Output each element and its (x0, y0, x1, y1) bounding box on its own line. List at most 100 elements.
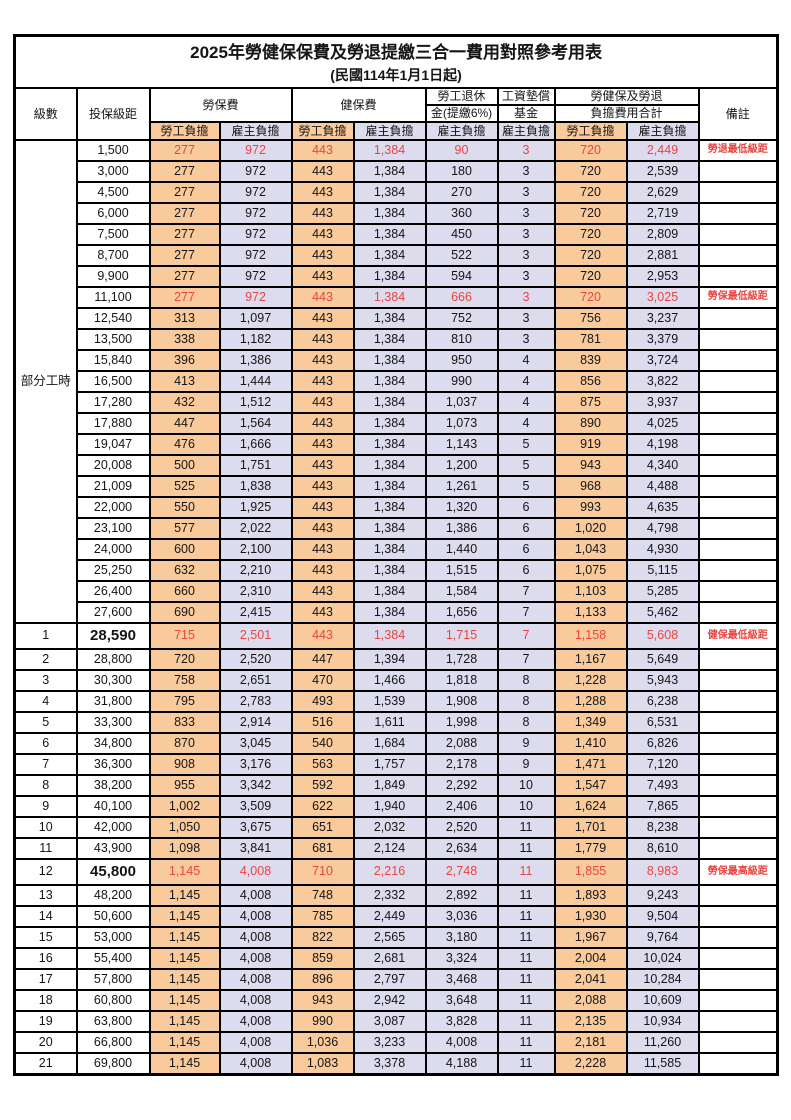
subheader-total-employer: 雇主負擔 (625, 121, 700, 141)
health-employer-cell: 1,384 (352, 265, 427, 288)
health-employer-cell: 2,332 (352, 884, 427, 907)
total-self-cell: 875 (553, 391, 628, 414)
salary-cell: 42,000 (75, 816, 151, 839)
labor-employer-cell: 3,176 (218, 753, 293, 776)
labor-self-cell: 277 (148, 181, 221, 204)
remark-cell (697, 412, 779, 435)
health-self-cell: 443 (290, 538, 355, 561)
health-employer-cell: 1,384 (352, 349, 427, 372)
level-cell: 16 (13, 947, 78, 970)
total-employer-cell: 4,488 (625, 475, 700, 498)
pension-employer-cell: 2,178 (424, 753, 499, 776)
remark-cell (697, 690, 779, 713)
labor-self-cell: 908 (148, 753, 221, 776)
table-row: 5 33,300 833 2,914 516 1,611 1,998 8 1,349 6,531 (13, 711, 779, 734)
labor-self-cell: 277 (148, 223, 221, 246)
salary-cell: 15,840 (75, 349, 151, 372)
pension-employer-cell: 522 (424, 244, 499, 267)
pension-employer-cell: 1,998 (424, 711, 499, 734)
wage-fund-employer-cell: 11 (496, 989, 556, 1012)
labor-employer-cell: 4,008 (218, 884, 293, 907)
table-row: 4,500 277 972 443 1,384 270 3 720 2,629 (15, 181, 779, 204)
salary-cell: 33,300 (75, 711, 151, 734)
pension-employer-cell: 1,728 (424, 648, 499, 671)
labor-employer-cell: 2,100 (218, 538, 293, 561)
level-cell: 8 (13, 774, 78, 797)
remark-cell (697, 559, 779, 582)
total-employer-cell: 9,764 (625, 926, 700, 949)
col-header-wage-fund-line1: 工資墊償 (496, 87, 556, 106)
table-row: 24,000 600 2,100 443 1,384 1,440 6 1,043 4,930 (15, 538, 779, 561)
total-self-cell: 1,410 (553, 732, 628, 755)
remark-cell (697, 1052, 779, 1076)
remark-cell (697, 884, 779, 907)
total-self-cell: 1,779 (553, 837, 628, 860)
labor-self-cell: 1,145 (148, 1010, 221, 1033)
level-cell: 7 (13, 753, 78, 776)
labor-self-cell: 833 (148, 711, 221, 734)
total-self-cell: 720 (553, 244, 628, 267)
total-self-cell: 2,181 (553, 1031, 628, 1054)
total-employer-cell: 2,809 (625, 223, 700, 246)
table-row: 21 69,800 1,145 4,008 1,083 3,378 4,188 11 2,228… (13, 1052, 779, 1076)
table-row: 12,540 313 1,097 443 1,384 752 3 756 3,237 (15, 307, 779, 330)
wage-fund-employer-cell: 11 (496, 926, 556, 949)
health-employer-cell: 3,087 (352, 1010, 427, 1033)
health-employer-cell: 1,384 (352, 622, 427, 650)
labor-employer-cell: 1,386 (218, 349, 293, 372)
pension-employer-cell: 3,180 (424, 926, 499, 949)
remark-cell (697, 244, 779, 267)
remark-cell (697, 795, 779, 818)
labor-self-cell: 277 (148, 160, 221, 183)
wage-fund-employer-cell: 4 (496, 349, 556, 372)
total-self-cell: 1,043 (553, 538, 628, 561)
remark-cell (697, 989, 779, 1012)
wage-fund-employer-cell: 3 (496, 202, 556, 225)
wage-fund-employer-cell: 7 (496, 622, 556, 650)
health-employer-cell: 1,384 (352, 538, 427, 561)
total-self-cell: 1,967 (553, 926, 628, 949)
table-row: 1 28,590 715 2,501 443 1,384 1,715 7 1,158 5,608 健… (13, 622, 779, 650)
total-employer-cell: 3,822 (625, 370, 700, 393)
pension-employer-cell: 1,440 (424, 538, 499, 561)
health-self-cell: 516 (290, 711, 355, 734)
health-self-cell: 943 (290, 989, 355, 1012)
health-employer-cell: 1,384 (352, 433, 427, 456)
total-self-cell: 2,228 (553, 1052, 628, 1076)
remark-cell (697, 711, 779, 734)
health-self-cell: 651 (290, 816, 355, 839)
table-row: 18 60,800 1,145 4,008 943 2,942 3,648 11 2,088 10… (13, 989, 779, 1012)
remark-cell (697, 580, 779, 603)
labor-employer-cell: 4,008 (218, 989, 293, 1012)
pension-employer-cell: 1,037 (424, 391, 499, 414)
wage-fund-employer-cell: 11 (496, 1031, 556, 1054)
labor-self-cell: 277 (148, 265, 221, 288)
health-self-cell: 443 (290, 475, 355, 498)
page-title: 2025年勞健保保費及勞退提繳三合一費用對照參考用表 (190, 43, 602, 63)
table-row: 13 48,200 1,145 4,008 748 2,332 2,892 11 1,893 9,… (13, 884, 779, 907)
health-employer-cell: 1,384 (352, 601, 427, 624)
total-self-cell: 720 (553, 202, 628, 225)
wage-fund-employer-cell: 11 (496, 905, 556, 928)
labor-self-cell: 550 (148, 496, 221, 519)
pension-employer-cell: 2,634 (424, 837, 499, 860)
total-self-cell: 856 (553, 370, 628, 393)
total-self-cell: 781 (553, 328, 628, 351)
health-self-cell: 443 (290, 601, 355, 624)
remark-cell (697, 265, 779, 288)
remark-cell: 勞退最低級距 (697, 139, 779, 162)
pension-employer-cell: 1,515 (424, 559, 499, 582)
health-self-cell: 540 (290, 732, 355, 755)
labor-employer-cell: 2,651 (218, 669, 293, 692)
wage-fund-employer-cell: 6 (496, 517, 556, 540)
wage-fund-employer-cell: 11 (496, 968, 556, 991)
total-employer-cell: 8,238 (625, 816, 700, 839)
total-employer-cell: 10,934 (625, 1010, 700, 1033)
wage-fund-employer-cell: 3 (496, 286, 556, 309)
table-row: 12 45,800 1,145 4,008 710 2,216 2,748 11 1,855 8,… (13, 858, 779, 886)
remark-cell: 勞保最高級距 (697, 858, 779, 886)
total-self-cell: 1,349 (553, 711, 628, 734)
total-self-cell: 1,103 (553, 580, 628, 603)
wage-fund-employer-cell: 10 (496, 774, 556, 797)
salary-cell: 11,100 (75, 286, 151, 309)
